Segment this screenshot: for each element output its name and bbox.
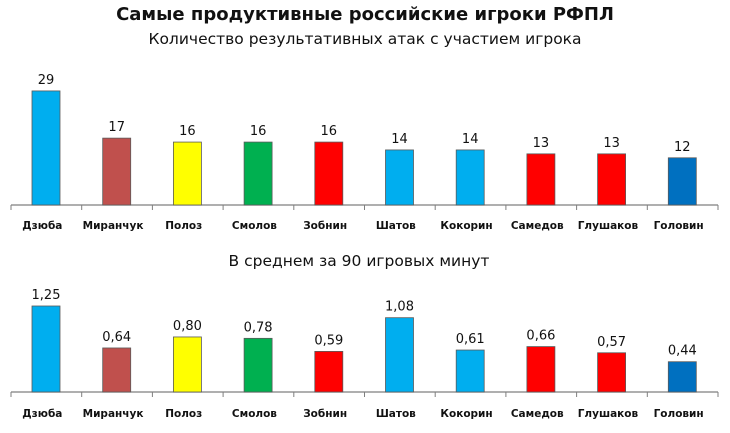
chart-2-value-label-9: 0,57 [597, 335, 626, 350]
chart-1-category-label-4: Смолов [232, 220, 277, 232]
chart-1-bar-2 [102, 137, 132, 206]
chart-1-bar-1 [31, 90, 61, 206]
chart-1-bar-6 [385, 149, 414, 206]
chart-2-category-label-1: Дзюба [22, 408, 62, 420]
chart-1-bar-7 [455, 149, 485, 206]
chart-2-category-label-5: Зобнин [303, 408, 347, 420]
chart-2-category-label-2: Миранчук [83, 408, 144, 420]
chart-2-category-label-10: Головин [654, 408, 704, 420]
chart-1-category-label-6: Шатов [376, 220, 416, 232]
chart-1-bar-10 [667, 157, 697, 206]
chart-2-category-label-6: Шатов [376, 408, 416, 420]
chart-1-value-label-6: 14 [391, 132, 408, 147]
chart-1-value-label-2: 17 [108, 120, 125, 135]
chart-2-category-label-4: Смолов [232, 408, 277, 420]
chart-2-value-label-8: 0,66 [526, 329, 555, 344]
chart-title: Самые продуктивные российские игроки РФП… [116, 4, 614, 25]
chart-1-bar-5 [314, 141, 344, 206]
chart-2-bar-1 [31, 305, 61, 393]
chart-2-subtitle: В среднем за 90 игровых минут [228, 252, 490, 270]
chart-1-category-label-5: Зобнин [303, 220, 347, 232]
chart-2-bar-5 [314, 351, 344, 393]
chart-2-category-label-8: Самедов [511, 408, 564, 420]
chart-1-value-label-8: 13 [533, 136, 550, 151]
chart-2-bar-7 [455, 349, 485, 393]
chart-1-bar-4 [243, 141, 273, 206]
chart-1-category-label-3: Полоз [165, 220, 202, 232]
chart-2-value-label-4: 0,78 [244, 320, 273, 335]
chart-1-category-label-1: Дзюба [22, 220, 62, 232]
chart-2-value-label-3: 0,80 [173, 319, 202, 334]
chart-2-bar-3 [172, 336, 202, 393]
chart-1-bar-8 [526, 153, 556, 206]
chart-2-bar-4 [243, 337, 273, 393]
chart-2-bar-6 [385, 317, 414, 393]
chart-1-category-label-9: Глушаков [578, 220, 639, 232]
chart-2-value-label-6: 1,08 [385, 300, 414, 315]
chart-2-bar-9 [597, 352, 626, 393]
chart-1-value-label-7: 14 [462, 132, 479, 147]
chart-1-category-label-10: Головин [654, 220, 704, 232]
chart-2-value-label-5: 0,59 [314, 333, 343, 348]
chart-2-bar-10 [667, 361, 697, 393]
chart-2-value-label-1: 1,25 [32, 288, 61, 303]
chart-1-value-label-5: 16 [321, 124, 338, 139]
chart-2-category-label-3: Полоз [165, 408, 202, 420]
chart-2-category-label-7: Кокорин [440, 408, 492, 420]
chart-1-value-label-10: 12 [674, 140, 691, 155]
chart-2-value-label-10: 0,44 [668, 344, 697, 359]
chart-1-category-label-8: Самедов [511, 220, 564, 232]
chart-1-category-label-2: Миранчук [83, 220, 144, 232]
chart-1-bar-3 [172, 141, 202, 206]
chart-1-subtitle: Количество результативных атак с участие… [148, 30, 582, 48]
chart-2-value-label-2: 0,64 [102, 330, 131, 345]
chart-2-bar-2 [102, 347, 132, 393]
chart-2-bar-8 [526, 346, 556, 393]
chart-2-category-label-9: Глушаков [578, 408, 639, 420]
chart-1-category-label-7: Кокорин [440, 220, 492, 232]
chart-2-value-label-7: 0,61 [456, 332, 485, 347]
chart-1-value-label-3: 16 [179, 124, 196, 139]
chart-1-value-label-9: 13 [603, 136, 620, 151]
chart-1-value-label-1: 29 [38, 73, 55, 88]
chart-1-bar-9 [597, 153, 626, 206]
chart-1-value-label-4: 16 [250, 124, 267, 139]
